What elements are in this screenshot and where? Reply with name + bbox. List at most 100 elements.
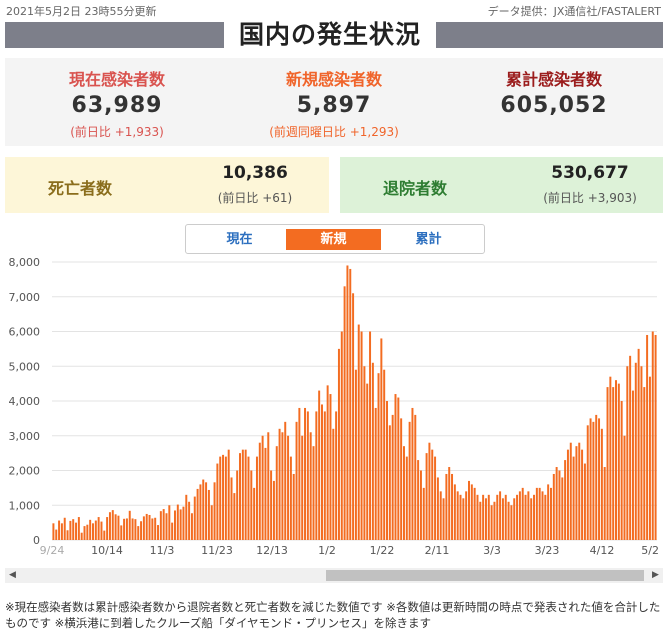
bar (462, 498, 465, 540)
bar (569, 442, 572, 540)
bar (128, 510, 131, 540)
chart-tab-group: 現在 新規 累計 (185, 224, 485, 254)
x-tick-label: 3/3 (483, 544, 501, 557)
bar (255, 456, 258, 540)
bar (326, 385, 329, 540)
bar (340, 331, 343, 540)
horizontal-scrollbar[interactable]: ◀ ▶ (5, 568, 663, 583)
bar (315, 411, 318, 540)
bar (386, 401, 389, 540)
total-cases-value: 605,052 (500, 93, 608, 118)
bar (400, 418, 403, 540)
bar (86, 524, 89, 540)
bar (83, 526, 86, 540)
x-tick-label: 10/14 (91, 544, 123, 557)
bar (566, 449, 569, 540)
bar (581, 449, 584, 540)
bar (453, 484, 456, 540)
bar (97, 517, 100, 540)
x-tick-label: 1/2 (318, 544, 336, 557)
bar (270, 470, 273, 540)
bar (572, 456, 575, 540)
bar (145, 513, 148, 540)
bar (207, 489, 210, 540)
bar (643, 387, 646, 540)
bar (442, 498, 445, 540)
bar (411, 407, 414, 540)
bar (499, 491, 502, 540)
y-tick-label: 3,000 (9, 430, 41, 443)
bar (436, 477, 439, 540)
bar (60, 523, 63, 540)
bar (414, 414, 417, 540)
tab-new[interactable]: 新規 (286, 229, 381, 250)
new-cases-stat: 新規感染者数 5,897 (前週同曜日比 +1,293) (234, 58, 434, 140)
bar (213, 482, 216, 540)
bar (374, 407, 377, 540)
bar (66, 530, 69, 540)
scroll-thumb[interactable] (326, 570, 644, 581)
bar (289, 456, 292, 540)
bar (578, 442, 581, 540)
bar (634, 362, 637, 540)
bar (544, 494, 547, 540)
bar (337, 348, 340, 540)
tab-total[interactable]: 累計 (415, 232, 442, 247)
bar (239, 453, 241, 540)
bar (179, 509, 182, 540)
updated-timestamp: 2021年5月2日 23時55分更新 (6, 5, 157, 18)
bar (309, 432, 312, 540)
bar (80, 532, 83, 540)
bar (312, 446, 315, 540)
bar (547, 484, 550, 540)
bar (165, 513, 168, 540)
bar (558, 470, 561, 540)
bar (103, 530, 106, 540)
tab-current[interactable]: 現在 (226, 232, 253, 247)
bar (247, 456, 250, 540)
bar (131, 518, 134, 540)
bar (230, 477, 233, 540)
bar (422, 487, 425, 540)
bar (595, 414, 598, 540)
y-tick-label: 8,000 (9, 256, 41, 269)
bar (439, 491, 442, 540)
footnote: ※現在感染者数は累計感染者数から退院者数と死亡者数を減じた数値です ※各数値は更… (5, 600, 661, 630)
deaths-label: 死亡者数 (47, 179, 112, 198)
bar (369, 331, 372, 540)
data-source: データ提供：JX通信社/FASTALERT (487, 5, 661, 18)
y-tick-label: 2,000 (9, 465, 41, 478)
bar (159, 511, 162, 540)
bar (278, 428, 281, 540)
bar (484, 498, 487, 540)
bar (504, 494, 507, 540)
bar (428, 442, 431, 540)
bar (496, 494, 499, 540)
bar (272, 480, 275, 540)
bar (448, 467, 451, 540)
scroll-right-arrow[interactable]: ▶ (652, 570, 659, 580)
bar (261, 435, 264, 540)
bar (527, 491, 530, 540)
bar (275, 446, 278, 540)
bar (623, 435, 626, 540)
discharged-value: 530,677 (551, 163, 629, 183)
bar (335, 411, 338, 540)
discharged-label: 退院者数 (382, 179, 447, 198)
bar (58, 520, 61, 540)
bar (210, 505, 213, 540)
bar (94, 520, 97, 540)
scroll-left-arrow[interactable]: ◀ (9, 570, 16, 580)
bar (329, 394, 332, 540)
x-tick-label: 4/12 (590, 544, 615, 557)
x-tick-label: 12/13 (256, 544, 288, 557)
bar (363, 366, 366, 540)
bar (134, 519, 137, 540)
bar (620, 401, 623, 540)
bar (654, 334, 657, 540)
bar (541, 491, 544, 540)
bar (92, 523, 94, 540)
bar (219, 456, 222, 540)
bar (318, 390, 321, 540)
bar (402, 446, 405, 540)
